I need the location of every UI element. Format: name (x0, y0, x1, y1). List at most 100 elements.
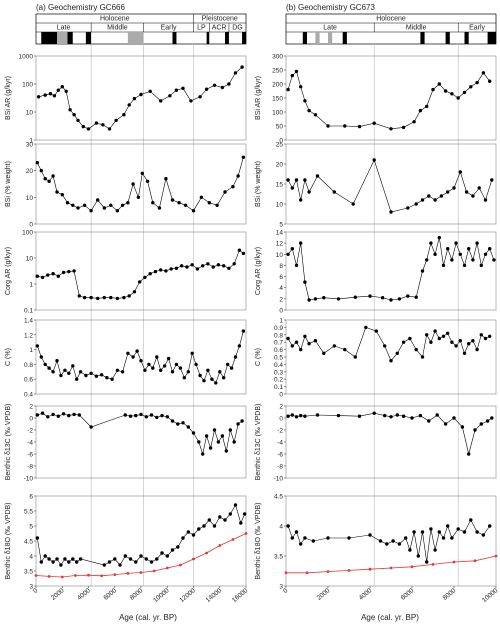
data-point (481, 71, 486, 75)
data-point (159, 368, 163, 372)
model-point (473, 559, 477, 563)
data-point (286, 87, 290, 92)
data-point (294, 530, 299, 534)
plot-frame (35, 231, 247, 311)
data-point (96, 198, 100, 202)
data-point (326, 536, 330, 540)
data-point (225, 362, 230, 367)
data-point (212, 428, 217, 432)
series-line (37, 249, 244, 299)
data-point (136, 195, 141, 199)
model-point (165, 566, 169, 570)
y-tick-label: 1 (29, 138, 33, 145)
data-point (233, 355, 238, 359)
data-point (343, 347, 347, 352)
y-tick-label: -4 (277, 440, 283, 447)
data-point (132, 290, 137, 294)
data-point (471, 339, 475, 343)
climate-bar (85, 32, 92, 44)
data-point (406, 206, 410, 210)
data-point (55, 557, 59, 561)
data-point (176, 545, 180, 549)
data-point (115, 209, 120, 213)
data-point (467, 452, 471, 456)
data-point (420, 530, 425, 534)
y-tick-label: 1.4 (24, 318, 33, 325)
data-point (454, 344, 458, 348)
series-line (37, 331, 244, 384)
data-point (353, 295, 357, 299)
data-point (182, 376, 186, 380)
data-point (488, 524, 492, 528)
data-point (102, 563, 107, 567)
data-point (120, 370, 125, 374)
data-point (290, 247, 294, 251)
climate-bar (57, 32, 68, 44)
data-point (222, 376, 226, 380)
data-point (40, 275, 45, 280)
data-point (169, 267, 173, 271)
data-point (51, 370, 55, 374)
y-tick-label: 0 (279, 416, 283, 423)
y-tick-label: 3 (279, 584, 283, 591)
left-x-axis-label: Age (cal. yr. BP) (119, 613, 177, 622)
x-tick-label: 2000 (316, 587, 332, 602)
data-point (207, 518, 211, 522)
data-point (437, 336, 441, 341)
data-point (135, 349, 139, 353)
data-point (174, 88, 179, 92)
data-point (52, 94, 57, 98)
y-tick-label: 30 (26, 142, 34, 149)
data-point (389, 127, 393, 131)
x-tick-label: 4000 (76, 587, 92, 602)
data-point (198, 373, 202, 378)
y-tick-label: 0.1 (274, 384, 283, 391)
data-point (416, 554, 420, 558)
data-point (218, 370, 222, 374)
data-point (469, 518, 473, 522)
y-tick-label: 0.2 (274, 377, 283, 384)
data-point (118, 563, 122, 567)
data-point (128, 414, 133, 418)
data-point (165, 554, 169, 558)
data-point (134, 413, 138, 418)
data-point (114, 118, 118, 123)
data-point (195, 267, 200, 271)
series-line (288, 412, 492, 455)
data-point (420, 269, 425, 273)
data-point (67, 413, 71, 418)
data-point (218, 515, 222, 519)
stage-label: Early (161, 25, 177, 32)
data-point (452, 416, 456, 420)
data-point (194, 362, 198, 367)
y-tick-label: 300 (272, 54, 283, 61)
data-point (105, 376, 109, 380)
data-point (313, 113, 318, 117)
y-tick-label: 0.6 (24, 377, 33, 384)
data-point (420, 198, 425, 202)
data-point (148, 89, 152, 94)
data-point (51, 412, 55, 417)
data-point (61, 412, 66, 416)
y-tick-label: 250 (272, 68, 283, 75)
data-point (236, 174, 240, 178)
data-point (123, 413, 128, 417)
data-point (72, 412, 76, 417)
data-point (78, 370, 83, 374)
data-point (286, 336, 290, 341)
data-point (170, 198, 175, 202)
data-point (43, 177, 47, 181)
data-point (143, 368, 147, 372)
y-axis-label: BSi AR (g/kyr) (255, 76, 262, 120)
data-point (190, 263, 194, 267)
data-point (56, 414, 60, 418)
y-tick-label: 5 (279, 222, 283, 229)
data-point (212, 83, 217, 88)
data-point (471, 194, 475, 198)
data-point (159, 268, 163, 272)
data-point (227, 82, 231, 86)
data-point (77, 294, 82, 298)
data-point (483, 198, 488, 202)
data-point (450, 340, 454, 344)
data-point (84, 373, 88, 378)
